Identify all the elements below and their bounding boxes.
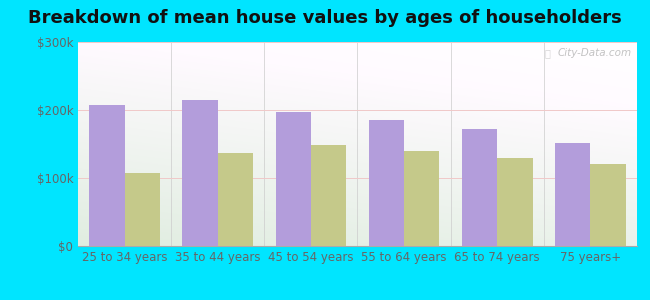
- Bar: [369, 120, 404, 246]
- Bar: [89, 105, 125, 246]
- Bar: [311, 146, 346, 246]
- Bar: [462, 129, 497, 246]
- Text: Breakdown of mean house values by ages of householders: Breakdown of mean house values by ages o…: [28, 9, 622, 27]
- Legend: Corporation of Ranson, West Virginia: Corporation of Ranson, West Virginia: [203, 298, 512, 300]
- Bar: [276, 112, 311, 246]
- Bar: [125, 172, 160, 246]
- Text: 🔍: 🔍: [545, 48, 551, 58]
- Bar: [183, 100, 218, 246]
- Bar: [218, 153, 253, 246]
- Bar: [555, 142, 590, 246]
- Bar: [590, 164, 626, 246]
- Bar: [497, 158, 532, 246]
- Text: City-Data.com: City-Data.com: [557, 48, 631, 58]
- Bar: [404, 151, 439, 246]
